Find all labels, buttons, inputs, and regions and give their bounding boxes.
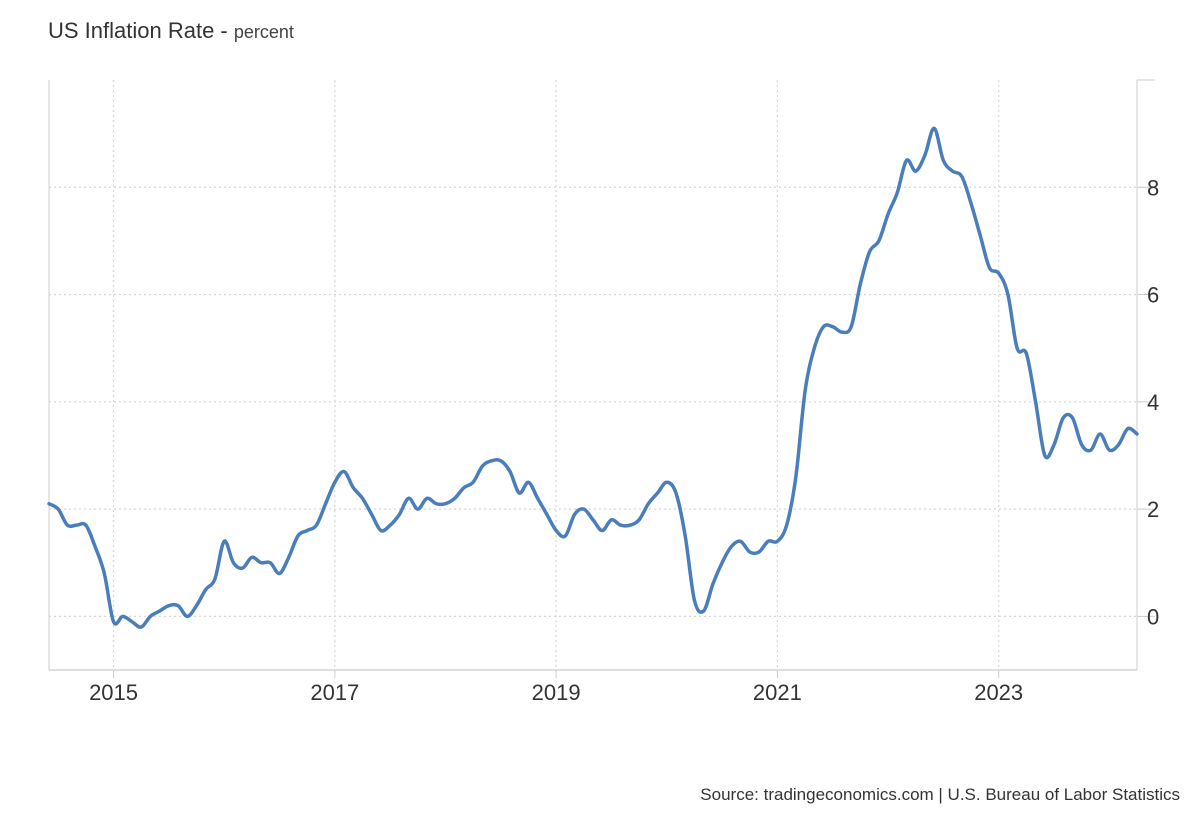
x-tick-label: 2017 [310, 680, 359, 705]
inflation-series-line [47, 126, 1139, 629]
series-layer [47, 126, 1139, 629]
source-note: Source: tradingeconomics.com | U.S. Bure… [700, 785, 1180, 804]
line-chart: 0 2 4 6 8 2015 2017 2019 2021 2023 [47, 79, 1159, 705]
y-tick-label: 2 [1147, 497, 1159, 522]
y-tick-label: 4 [1147, 390, 1159, 415]
tick-labels: 0 2 4 6 8 2015 2017 2019 2021 2023 [89, 175, 1159, 705]
chart-title: US Inflation Rate - percent [48, 18, 294, 43]
title-main: US Inflation Rate [48, 18, 215, 43]
grid-lines [49, 80, 1137, 670]
y-tick-label: 8 [1147, 175, 1159, 200]
x-tick-label: 2021 [753, 680, 802, 705]
title-unit: percent [233, 22, 294, 42]
axes [48, 79, 1155, 678]
x-tick-label: 2023 [974, 680, 1023, 705]
y-tick-label: 0 [1147, 604, 1159, 629]
y-tick-label: 6 [1147, 283, 1159, 308]
x-tick-label: 2015 [89, 680, 138, 705]
x-tick-label: 2019 [532, 680, 581, 705]
